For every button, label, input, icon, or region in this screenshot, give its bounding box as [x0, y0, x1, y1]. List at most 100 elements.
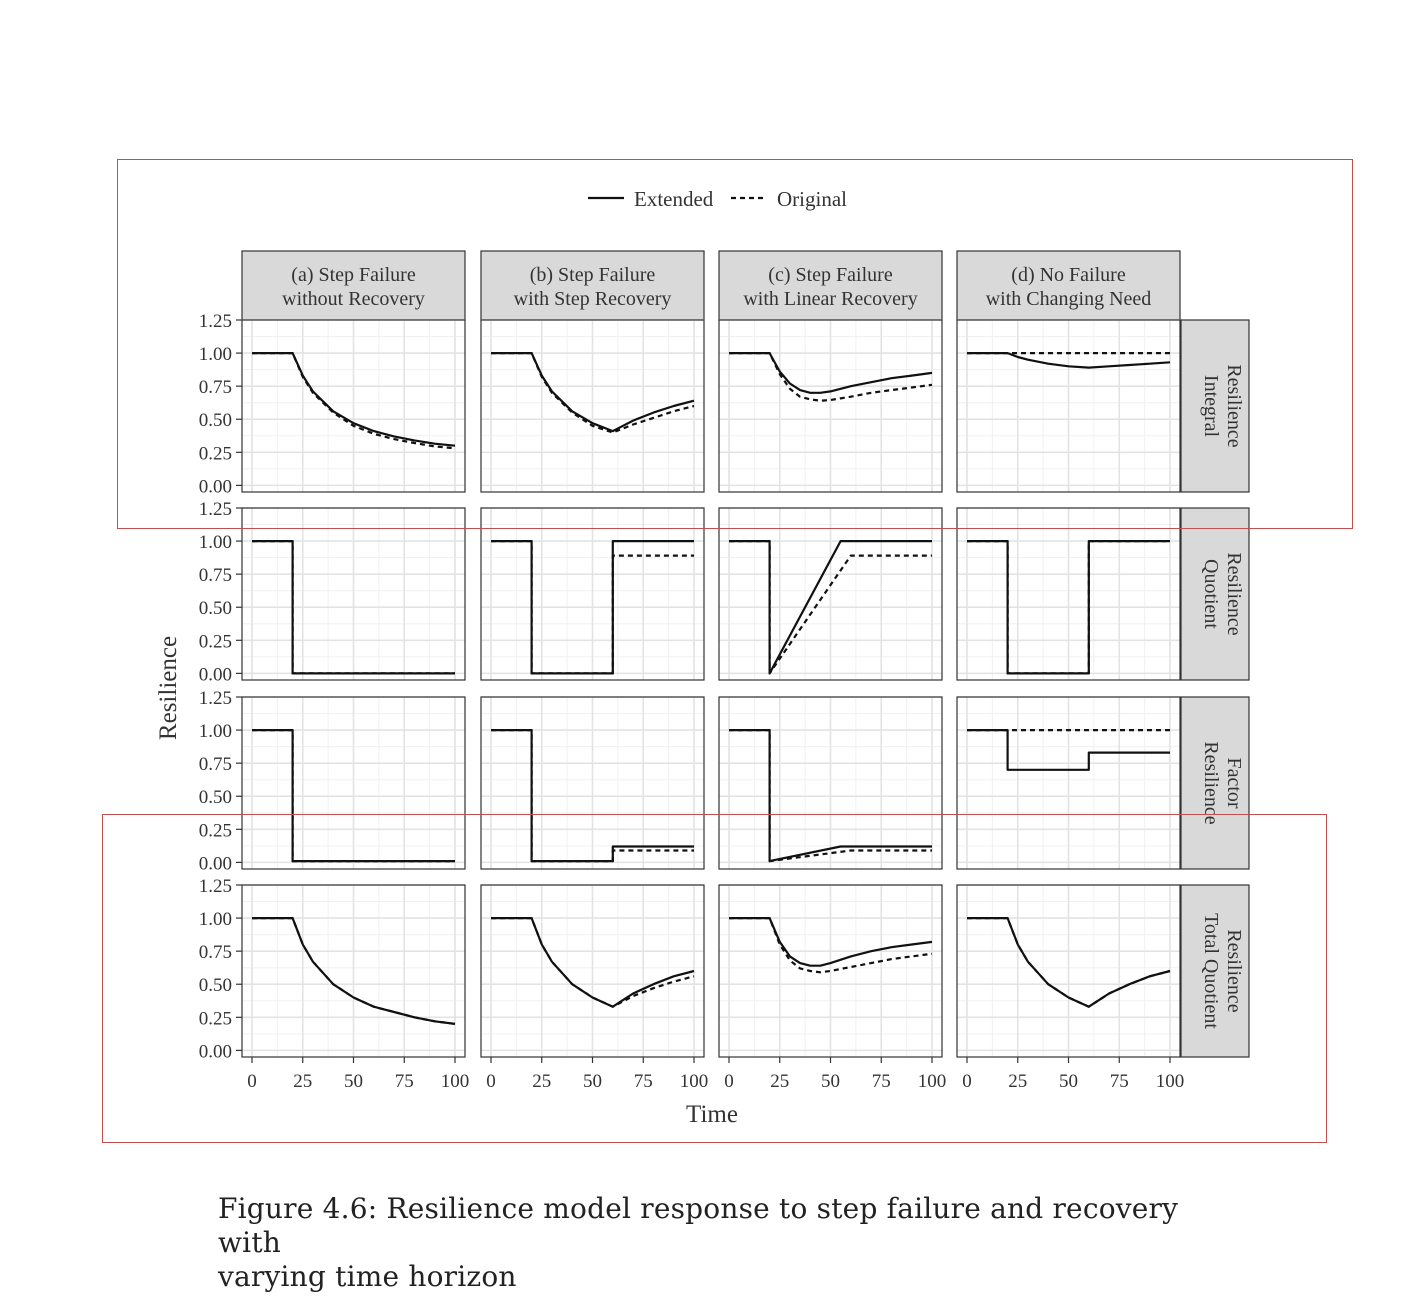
legend: Extended Original [588, 187, 847, 211]
column-strip-2-line1: (c) Step Failure [768, 264, 893, 286]
panel-border [241, 319, 466, 493]
y-tick-label: 0.00 [199, 664, 232, 685]
figure-caption: Figure 4.6: Resilience model response to… [218, 1192, 1218, 1294]
column-strip-2 [718, 250, 943, 321]
series-extended-line [491, 916, 695, 1008]
x-axes: 0 25 50 75 100 0 25 50 75 100 0 25 50 75 100 0 25 50 75 100 [247, 1057, 1184, 1092]
x-tick-label: 50 [583, 1071, 602, 1092]
y-axes: 0.000.250.500.751.001.250.000.250.500.75… [199, 311, 242, 1062]
y-tick-label: 0.25 [199, 1008, 232, 1029]
x-tick-label: 75 [872, 1071, 891, 1092]
caption-line-2: varying time horizon [218, 1260, 517, 1293]
y-tick-label: 0.50 [199, 598, 232, 619]
x-tick-label: 25 [293, 1071, 312, 1092]
y-tick-label: 0.00 [199, 476, 232, 497]
panel-r0-c2 [718, 319, 943, 493]
y-tick-label: 1.00 [199, 721, 232, 742]
series-extended-line [967, 539, 1170, 675]
series-extended-line [252, 352, 456, 447]
column-strip-3-line1: (d) No Failure [1011, 264, 1126, 286]
y-tick-label: 0.75 [199, 754, 232, 775]
panel-r3-c1 [480, 884, 705, 1058]
panel-r0-c1 [480, 319, 705, 493]
y-tick-label: 0.25 [199, 820, 232, 841]
series-extended-line [967, 352, 1171, 369]
x-tick-label: 100 [680, 1071, 709, 1092]
x-tick-label: 50 [821, 1071, 840, 1092]
x-tick-label: 50 [1059, 1071, 1078, 1092]
panel-border [480, 319, 705, 493]
panel-border [956, 319, 1181, 493]
series-extended-line [729, 916, 933, 967]
y-tick-label: 0.00 [199, 853, 232, 874]
x-tick-label: 75 [1110, 1071, 1129, 1092]
panel-border [241, 696, 466, 870]
series-extended-line [491, 352, 695, 433]
series-extended-line [967, 916, 1171, 1008]
panel-r2-c2 [718, 696, 943, 870]
legend-extended-label: Extended [634, 187, 714, 211]
series-extended-line [491, 728, 694, 863]
panel-r2-c0 [241, 696, 466, 870]
series-original-line [491, 352, 695, 434]
y-tick-label: 1.00 [199, 344, 232, 365]
column-strip-0 [241, 250, 466, 321]
panel-r1-c1 [480, 507, 705, 681]
x-tick-label: 100 [1156, 1071, 1185, 1092]
y-tick-label: 1.25 [199, 688, 232, 709]
panels [241, 319, 1181, 1058]
x-tick-label: 25 [532, 1071, 551, 1092]
column-strip-3-line2: with Changing Need [986, 288, 1152, 310]
column-strip-0-line2: without Recovery [282, 288, 425, 310]
series-extended-line [252, 916, 456, 1025]
x-tick-label: 0 [962, 1071, 972, 1092]
y-tick-label: 0.00 [199, 1041, 232, 1062]
series-original-line [729, 916, 933, 974]
row-strip-1 [1180, 507, 1250, 681]
panel-border [241, 507, 466, 681]
column-strip-0-line1: (a) Step Failure [291, 264, 416, 286]
panel-r0-c0 [241, 319, 466, 493]
column-strip-2-line2: with Linear Recovery [743, 288, 917, 310]
series-extended-line [967, 728, 1170, 771]
panel-border [480, 507, 705, 681]
row-strip-1-line2: Resilience [1223, 552, 1245, 635]
x-tick-label: 25 [770, 1071, 789, 1092]
x-tick-label: 100 [441, 1071, 470, 1092]
panel-border [956, 696, 1181, 870]
x-tick-label: 75 [395, 1071, 414, 1092]
y-tick-label: 0.75 [199, 377, 232, 398]
x-tick-label: 75 [634, 1071, 653, 1092]
panel-r3-c3 [956, 884, 1181, 1058]
series-extended-line [252, 728, 455, 863]
y-tick-label: 1.00 [199, 909, 232, 930]
y-tick-label: 1.25 [199, 499, 232, 520]
x-tick-label: 25 [1008, 1071, 1027, 1092]
row-strip-3-line1: Total Quotient [1200, 913, 1222, 1029]
panel-border [956, 507, 1181, 681]
row-strip-3-line2: Resilience [1223, 929, 1245, 1012]
y-tick-label: 1.00 [199, 532, 232, 553]
y-tick-label: 0.75 [199, 565, 232, 586]
x-tick-label: 0 [724, 1071, 734, 1092]
panel-r2-c1 [480, 696, 705, 870]
row-strip-2-line1: Resilience [1200, 741, 1222, 824]
y-tick-label: 0.50 [199, 410, 232, 431]
panel-r3-c2 [718, 884, 943, 1058]
panel-r0-c3 [956, 319, 1181, 493]
series-extended-line [729, 352, 933, 394]
panel-r1-c0 [241, 507, 466, 681]
row-strip-2 [1180, 696, 1250, 870]
legend-original-label: Original [777, 187, 847, 211]
x-tick-label: 100 [918, 1071, 947, 1092]
panel-r2-c3 [956, 696, 1181, 870]
caption-line-1: Figure 4.6: Resilience model response to… [218, 1192, 1179, 1259]
panel-border [718, 319, 943, 493]
row-strip-3 [1180, 884, 1250, 1058]
series-extended-line [729, 728, 932, 863]
row-strip-0-line2: Resilience [1223, 364, 1245, 447]
y-tick-label: 1.25 [199, 311, 232, 332]
y-tick-label: 0.25 [199, 631, 232, 652]
